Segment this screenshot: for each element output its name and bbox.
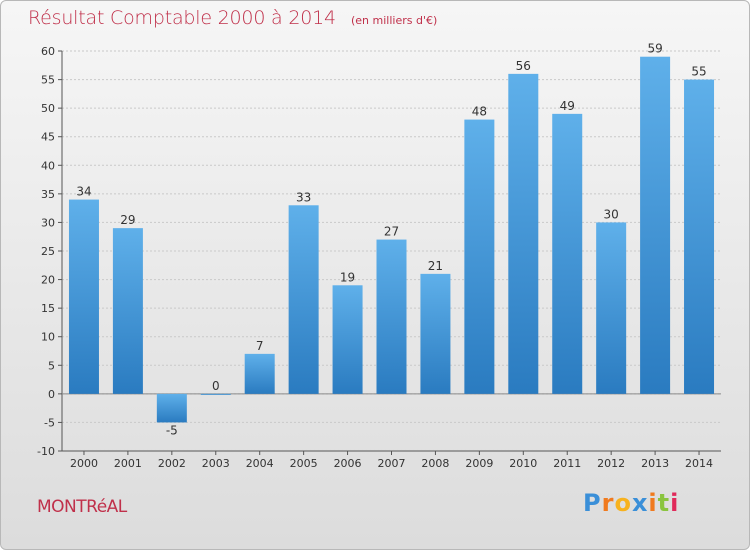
bar bbox=[640, 56, 671, 394]
data-label: 30 bbox=[604, 207, 619, 221]
y-tick-label: -5 bbox=[44, 416, 55, 429]
logo-letter: i bbox=[670, 489, 680, 517]
x-tick-label: 2008 bbox=[421, 457, 449, 470]
bar bbox=[376, 239, 407, 394]
x-tick-label: 2012 bbox=[597, 457, 625, 470]
bar bbox=[156, 393, 187, 423]
y-tick-label: -10 bbox=[37, 445, 55, 458]
chart-title-main: Résultat Comptable 2000 à 2014 bbox=[28, 7, 336, 29]
x-tick-label: 2001 bbox=[114, 457, 142, 470]
logo-letter: r bbox=[601, 489, 615, 517]
x-tick-label: 2007 bbox=[378, 457, 406, 470]
data-label: 55 bbox=[691, 65, 706, 79]
x-tick-label: 2000 bbox=[70, 457, 98, 470]
chart-title: Résultat Comptable 2000 à 2014 (en milli… bbox=[28, 7, 437, 29]
data-label: 7 bbox=[256, 339, 264, 353]
bar bbox=[420, 273, 451, 394]
commune-name: MONTRéAL bbox=[37, 497, 127, 517]
y-tick-label: 25 bbox=[41, 245, 55, 258]
bar bbox=[200, 393, 231, 395]
x-tick-label: 2009 bbox=[465, 457, 493, 470]
x-tick-label: 2014 bbox=[685, 457, 713, 470]
x-tick-label: 2013 bbox=[641, 457, 669, 470]
bar bbox=[508, 73, 539, 394]
bar bbox=[112, 228, 143, 394]
x-tick-label: 2003 bbox=[202, 457, 230, 470]
y-tick-label: 45 bbox=[41, 131, 55, 144]
y-tick-label: 40 bbox=[41, 159, 55, 172]
bar bbox=[552, 113, 583, 394]
bar bbox=[244, 353, 275, 394]
chart-subtitle: (en milliers d'€) bbox=[350, 14, 438, 27]
y-tick-label: 50 bbox=[41, 102, 55, 115]
data-label: 29 bbox=[120, 213, 135, 227]
x-tick-label: 2005 bbox=[290, 457, 318, 470]
y-tick-label: 30 bbox=[41, 216, 55, 229]
logo-letter: P bbox=[583, 489, 602, 517]
bar bbox=[288, 205, 319, 394]
x-tick-label: 2011 bbox=[553, 457, 581, 470]
data-label: 49 bbox=[560, 99, 575, 113]
y-tick-label: 55 bbox=[41, 74, 55, 87]
data-label: -5 bbox=[166, 423, 178, 437]
y-tick-label: 60 bbox=[41, 45, 55, 58]
logo-letter: o bbox=[614, 489, 632, 517]
data-label: 59 bbox=[647, 42, 662, 56]
logo-letter: i bbox=[648, 489, 658, 517]
logo-letter: x bbox=[631, 489, 649, 517]
x-tick-label: 2004 bbox=[246, 457, 274, 470]
data-label: 27 bbox=[384, 225, 399, 239]
bar bbox=[596, 222, 627, 394]
bar bbox=[68, 199, 99, 394]
logo-letter: t bbox=[657, 489, 671, 517]
data-label: 19 bbox=[340, 270, 355, 284]
data-label: 21 bbox=[428, 259, 443, 273]
data-label: 56 bbox=[516, 59, 531, 73]
y-tick-label: 0 bbox=[48, 388, 55, 401]
x-tick-label: 2010 bbox=[509, 457, 537, 470]
y-tick-label: 20 bbox=[41, 274, 55, 287]
bar bbox=[332, 285, 363, 394]
y-tick-label: 35 bbox=[41, 188, 55, 201]
y-tick-label: 15 bbox=[41, 302, 55, 315]
data-label: 0 bbox=[212, 379, 220, 393]
x-tick-label: 2002 bbox=[158, 457, 186, 470]
data-label: 48 bbox=[472, 105, 487, 119]
y-tick-label: 5 bbox=[48, 359, 55, 372]
data-label: 33 bbox=[296, 190, 311, 204]
data-label: 34 bbox=[76, 185, 91, 199]
x-tick-label: 2006 bbox=[334, 457, 362, 470]
bar bbox=[464, 119, 495, 394]
y-tick-label: 10 bbox=[41, 331, 55, 344]
bar bbox=[684, 79, 715, 394]
proxiti-logo[interactable]: Proxiti bbox=[583, 489, 679, 517]
